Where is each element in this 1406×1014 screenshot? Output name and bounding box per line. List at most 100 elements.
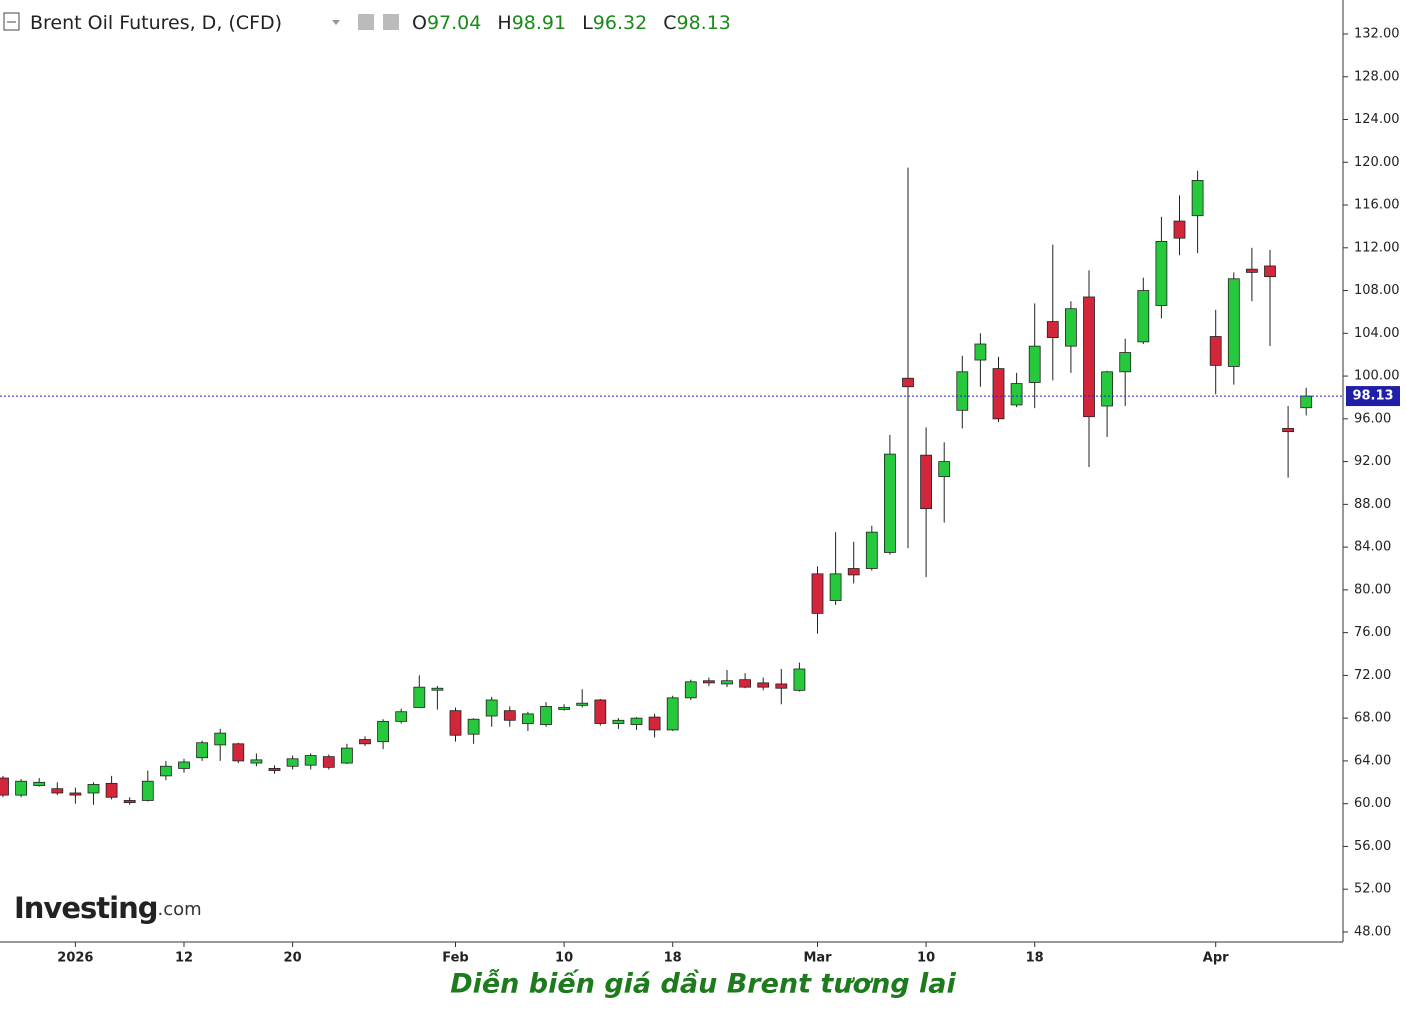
x-tick-label: Apr [1203,951,1229,966]
x-tick-label: 2026 [57,951,93,966]
candle-body [232,743,245,762]
candle-body [1137,290,1150,343]
x-tick-label: Mar [803,951,832,966]
x-tick-label: 18 [1026,951,1044,966]
y-tick-label: 116.00 [1354,198,1400,213]
candle-body [775,683,788,689]
candle-body [1101,371,1113,407]
candle-body [1246,268,1258,273]
candle-body [359,739,371,745]
ohlc-value: 98.13 [677,12,731,34]
ohlc-label: L [582,12,593,34]
candle-body [15,780,28,796]
candle-body [377,720,390,743]
candle-body [703,680,715,684]
candle-body [304,755,317,766]
candle-body [920,454,932,510]
candle-body [449,710,462,736]
y-tick-label: 128.00 [1354,69,1400,84]
candle-body [684,681,697,699]
y-tick-label: 92.00 [1354,454,1391,469]
chart-title: Brent Oil Futures, D, (CFD) [30,12,282,34]
y-tick-label: 88.00 [1354,497,1391,512]
candle-body [1046,321,1059,338]
watermark-brand: Investing [14,891,157,925]
y-tick-label: 48.00 [1354,924,1391,939]
x-tick-label: 10 [555,951,573,966]
candle-body [1119,352,1132,373]
candle-body [395,711,408,722]
watermark-domain: .com [157,899,201,920]
ohlc-value: 97.04 [427,12,481,34]
x-tick-label: 20 [284,951,302,966]
candle-body [938,461,951,477]
candle-body [666,697,679,731]
candle-body [1083,296,1095,418]
ohlc-value: 96.32 [593,12,647,34]
last-price-box [1346,386,1400,407]
y-tick-label: 84.00 [1354,540,1391,555]
candle-body [721,680,733,685]
candle-body [123,800,136,804]
ohlc-label: C [663,12,676,34]
ohlc-label: H [497,12,511,34]
candle-body [33,781,46,786]
y-tick-label: 68.00 [1354,711,1391,726]
x-tick-label: 12 [175,951,193,966]
y-tick-label: 52.00 [1354,882,1391,897]
candle-body [268,767,281,771]
candle-body [286,758,299,767]
y-tick-label: 76.00 [1354,625,1391,640]
y-tick-label: 96.00 [1354,411,1391,426]
ohlc-readout: O97.04 H98.91 L96.32 C98.13 [412,12,731,34]
y-tick-label: 104.00 [1354,326,1400,341]
candle-body [1209,336,1222,366]
y-tick-label: 132.00 [1354,26,1400,41]
y-tick-label: 100.00 [1354,369,1400,384]
candle-body [811,573,824,614]
y-tick-label: 64.00 [1354,753,1391,768]
candle-body [1227,278,1240,367]
candle-body [757,682,770,688]
candle-body [648,716,661,731]
candle-body [431,687,444,691]
candle-body [992,368,1005,420]
candle-body [576,702,589,706]
settings-icon[interactable] [358,14,374,30]
y-tick-label: 124.00 [1354,112,1400,127]
candle-body [69,792,82,796]
candle-body [558,707,570,710]
dropdown-arrow[interactable] [332,20,340,25]
y-tick-label: 56.00 [1354,839,1391,854]
y-tick-label: 120.00 [1354,155,1400,170]
candle-body [612,719,625,724]
candle-body [105,782,118,798]
candle-body [865,531,878,569]
caption: Diễn biến giá dầu Brent tương lai [450,969,956,1000]
settings-icon[interactable] [383,14,399,30]
candle-body [1173,220,1186,239]
candle-body [485,699,498,717]
candle-body [829,573,842,601]
candle-body [1264,265,1276,278]
candle-body [467,718,480,735]
candle-body [214,732,227,746]
y-tick-label: 112.00 [1354,240,1400,255]
candle-body [902,377,914,388]
x-tick-label: Feb [442,951,468,966]
ohlc-value: 98.91 [512,12,566,34]
candle-body [413,686,426,708]
plot-area: 48.00 52.00 56.00 60.00 64.00 68.00 72.00 76.00… [0,26,1400,966]
candle-body [630,717,643,725]
candle-body [196,742,209,759]
candle-body [141,780,154,801]
y-tick-label: 80.00 [1354,582,1391,597]
y-tick-label: 72.00 [1354,668,1391,683]
candle-body [503,710,516,721]
y-tick-label: 60.00 [1354,796,1391,811]
candle-body [594,699,607,724]
candle-body [1300,395,1313,409]
watermark: Investing.com [14,891,202,925]
candle-body [1155,240,1168,306]
last-price-label: 98.13 [1352,389,1393,404]
